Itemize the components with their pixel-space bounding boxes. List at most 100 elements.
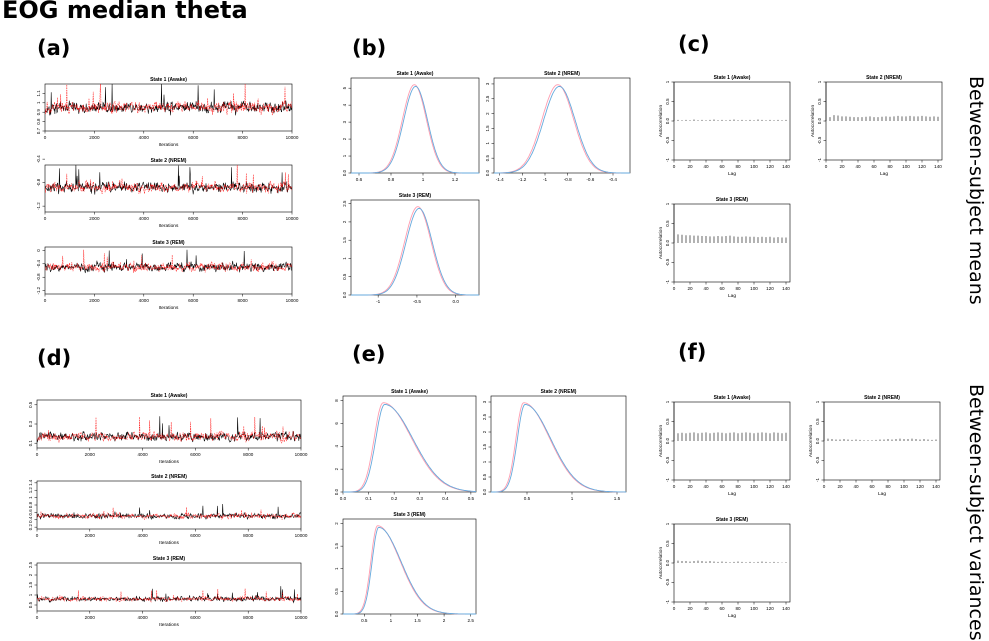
x-tick-label: 10000 [286, 216, 299, 221]
chain-1-trace [45, 165, 292, 195]
x-tick-label: 100 [900, 484, 908, 489]
x-tick-label: 80 [887, 164, 893, 169]
x-tick-label: -1.2 [518, 177, 526, 182]
y-tick-label: 0.0 [665, 437, 670, 444]
x-tick-label: 140 [934, 164, 942, 169]
y-tick-label: 1 [485, 142, 490, 145]
plot-title: State 1 (Awake) [714, 395, 751, 401]
plot-title: State 3 (REM) [716, 517, 749, 523]
density-chain-2 [491, 404, 626, 493]
x-tick-label: -1 [543, 177, 548, 182]
x-axis-label: Iterations [159, 459, 179, 465]
x-tick-label: 20 [839, 164, 845, 169]
y-tick-label: 0.0 [817, 117, 822, 124]
y-tick-label: 0.5 [334, 588, 339, 595]
x-tick-label: 140 [782, 606, 790, 611]
x-tick-label: 40 [703, 484, 709, 489]
x-tick-label: 40 [703, 606, 709, 611]
y-tick-label: 0.5 [485, 155, 490, 162]
y-tick-label: 1 [28, 496, 33, 499]
x-tick-label: 120 [766, 606, 774, 611]
x-tick-label: 2000 [89, 298, 100, 303]
x-tick-label: 6000 [188, 216, 199, 221]
subplot-b-1: State 1 (Awake) 0.6 0.8 1 1.2 0.0 1 2 3 4 5 [342, 71, 480, 182]
plot-frame [44, 164, 293, 213]
y-tick-label: 0.0 [485, 169, 490, 176]
x-tick-label: 0 [673, 484, 676, 489]
x-tick-label: 80 [735, 606, 741, 611]
panel-d: State 1 (Awake) 0 2000 4000 6000 8000 10000 0.1… [28, 393, 308, 628]
x-tick-label: 6000 [188, 298, 199, 303]
x-tick-label: 10000 [286, 298, 299, 303]
x-tick-label: 4000 [137, 533, 148, 538]
plot-title: State 2 (NREM) [864, 395, 900, 401]
x-tick-label: -1.4 [496, 177, 504, 182]
x-tick-label: 10000 [295, 533, 308, 538]
y-tick-label: -1.2 [36, 286, 41, 294]
panel-label-f: (f) [678, 340, 707, 364]
y-axis-label: Autocorrelation [658, 227, 664, 260]
x-tick-label: 4000 [139, 298, 150, 303]
x-tick-label: 0 [44, 135, 47, 140]
y-tick-label: -0.5 [665, 258, 670, 266]
x-axis-label: Lag [728, 171, 736, 177]
x-tick-label: 10000 [295, 615, 308, 620]
y-tick-label: 2.5 [342, 200, 347, 207]
y-tick-label: 0.1 [28, 440, 33, 447]
x-tick-label: -0.4 [609, 177, 617, 182]
y-tick-label: -0.8 [36, 273, 41, 281]
x-tick-label: 0 [36, 452, 39, 457]
x-tick-label: 100 [750, 606, 758, 611]
x-tick-label: 2000 [89, 135, 100, 140]
x-tick-label: 140 [932, 484, 940, 489]
x-tick-label: 1 [390, 618, 393, 623]
x-axis-label: Iterations [159, 305, 179, 311]
y-tick-label: 0.5 [482, 473, 487, 480]
x-axis-label: Lag [728, 491, 736, 497]
plot-frame [673, 81, 791, 161]
subplot-d-1: State 1 (Awake) 0 2000 4000 6000 8000 10000 0.1… [28, 393, 308, 465]
y-tick-label: -1 [665, 279, 670, 283]
x-axis-label: Iterations [159, 622, 179, 628]
y-tick-label: 1.5 [485, 125, 490, 132]
x-tick-label: 60 [871, 164, 877, 169]
y-tick-label: -1.2 [36, 202, 41, 210]
plot-title: State 2 (NREM) [151, 474, 187, 480]
chain-2-trace [37, 507, 301, 520]
plot-frame [823, 401, 941, 481]
y-tick-label: 1 [665, 80, 670, 83]
y-tick-label: 0.5 [28, 601, 33, 608]
plot-frame [44, 246, 293, 295]
plot-title: State 1 (Awake) [397, 71, 434, 77]
x-axis-label: Iterations [159, 540, 179, 546]
subplot-b-2: State 2 (NREM) -1.4 -1.2 -1 -0.8 -0.6 -0.4 0.0 0… [485, 71, 631, 182]
x-tick-label: 0.6 [356, 177, 363, 182]
y-tick-label: 0.6 [28, 509, 33, 516]
y-tick-label: 0.0 [665, 239, 670, 246]
x-tick-label: 1.2 [452, 177, 459, 182]
y-tick-label: 0.8 [36, 118, 41, 125]
plot-title: State 3 (REM) [399, 193, 432, 199]
x-tick-label: -1 [376, 299, 381, 304]
x-tick-label: 100 [750, 484, 758, 489]
x-tick-label: 20 [687, 606, 693, 611]
x-tick-label: 2000 [89, 216, 100, 221]
y-tick-label: 4 [334, 445, 339, 448]
chain-1-trace [45, 84, 292, 116]
subplot-f-1: State 1 (Awake) 0 20 40 60 80 100 120 140 -1 -0.5 0… [658, 395, 791, 497]
y-tick-label: 2.5 [28, 561, 33, 568]
subplot-e-3: State 3 (REM) 0.5 1 1.5 2 2.5 0.0 0.5 1 1.5 2 [334, 512, 477, 623]
subplot-b-3: State 3 (REM) -1 -0.5 0.0 0.0 0.5 1 1.5 2 2.5 [342, 193, 480, 304]
subplot-c-1: State 1 (Awake) 0 20 40 60 80 100 120 140 -1 -0.5 0… [658, 75, 791, 177]
x-tick-label: 4000 [137, 452, 148, 457]
density-chain-1 [343, 525, 476, 615]
subplot-e-1: State 1 (Awake) 0.0 0.1 0.2 0.3 0.4 0.5 0.0 2 4 6 8 [334, 389, 477, 501]
chain-2-trace [37, 416, 301, 444]
y-tick-label: 1 [665, 202, 670, 205]
x-tick-label: 20 [837, 484, 843, 489]
y-tick-label: 0.3 [28, 420, 33, 427]
x-tick-label: 4000 [139, 135, 150, 140]
subplot-e-2: State 2 (NREM) 0.5 1 1.5 0.0 0.5 1 1.5 2 2.5 3 [482, 389, 627, 501]
y-tick-label: 1.2 [28, 487, 33, 494]
subplot-d-2: State 2 (NREM)0 2000 4000 6000 8000 100000.20… [28, 474, 308, 546]
